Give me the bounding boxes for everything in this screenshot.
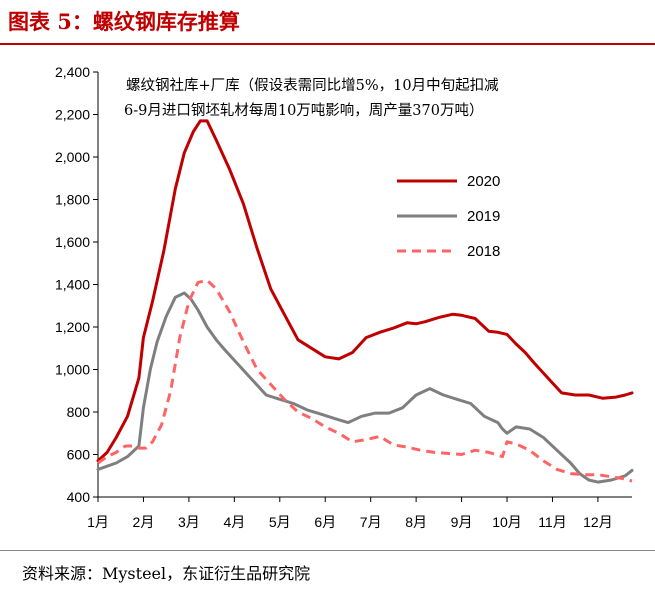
x-tick-label: 4月 — [223, 514, 245, 530]
x-tick-label: 9月 — [451, 514, 473, 530]
title-divider — [0, 43, 655, 45]
series-line-2018 — [97, 278, 633, 483]
y-tick-label: 600 — [67, 447, 91, 463]
series-line-2020 — [96, 119, 634, 463]
x-tick-label: 12月 — [583, 514, 613, 530]
x-tick-label: 5月 — [269, 514, 291, 530]
series-line-2019 — [96, 291, 634, 484]
x-tick-label: 6月 — [314, 514, 336, 530]
x-tick-label: 8月 — [405, 514, 427, 530]
y-tick-label: 1,200 — [55, 319, 90, 335]
annotation-line: 螺纹钢社库+厂库（假设表需同比增5%，10月中旬起扣减 — [126, 77, 499, 94]
x-axis-ticks: 1月 2月 3月 4月 5月 6月 7月 8月 9月 10月 11月 12月 — [87, 497, 613, 530]
y-tick-label: 800 — [67, 404, 91, 420]
y-tick-label: 1,400 — [55, 277, 90, 293]
y-tick-label: 1,800 — [55, 192, 90, 208]
chart-axes — [97, 72, 632, 498]
line-chart: 400 600 800 1,000 1,200 1,400 1,600 1,800 2,000 2… — [55, 64, 634, 530]
figure-title: 图表 5：螺纹钢库存推算 — [8, 9, 240, 34]
legend-label-2020: 2020 — [467, 173, 500, 190]
y-tick-label: 1,000 — [55, 362, 90, 378]
chart-series-lines — [96, 119, 634, 484]
y-tick-label: 2,200 — [55, 107, 90, 123]
y-tick-label: 1,600 — [55, 234, 90, 250]
y-tick-label: 2,400 — [55, 64, 90, 80]
source-note: 资料来源：Mysteel，东证衍生品研究院 — [22, 564, 311, 583]
annotation-line: 6-9月进口钢坯轧材每周10万吨影响，周产量370万吨） — [124, 102, 483, 119]
x-tick-label: 10月 — [492, 514, 522, 530]
chart-legend: 2020 2019 2018 — [397, 173, 500, 260]
legend-label-2019: 2019 — [467, 208, 500, 225]
chart-annotation: 螺纹钢社库+厂库（假设表需同比增5%，10月中旬起扣减 6-9月进口钢坯轧材每周1… — [124, 77, 499, 119]
x-tick-label: 2月 — [133, 514, 155, 530]
x-tick-label: 7月 — [360, 514, 382, 530]
source-divider — [0, 550, 655, 551]
x-tick-label: 3月 — [178, 514, 200, 530]
y-axis-ticks: 400 600 800 1,000 1,200 1,400 1,600 1,800 2,000 2… — [55, 64, 98, 505]
x-tick-label: 11月 — [538, 514, 567, 530]
x-tick-label: 1月 — [87, 514, 109, 530]
y-tick-label: 400 — [67, 489, 91, 505]
legend-label-2018: 2018 — [467, 243, 500, 260]
y-tick-label: 2,000 — [55, 149, 90, 165]
